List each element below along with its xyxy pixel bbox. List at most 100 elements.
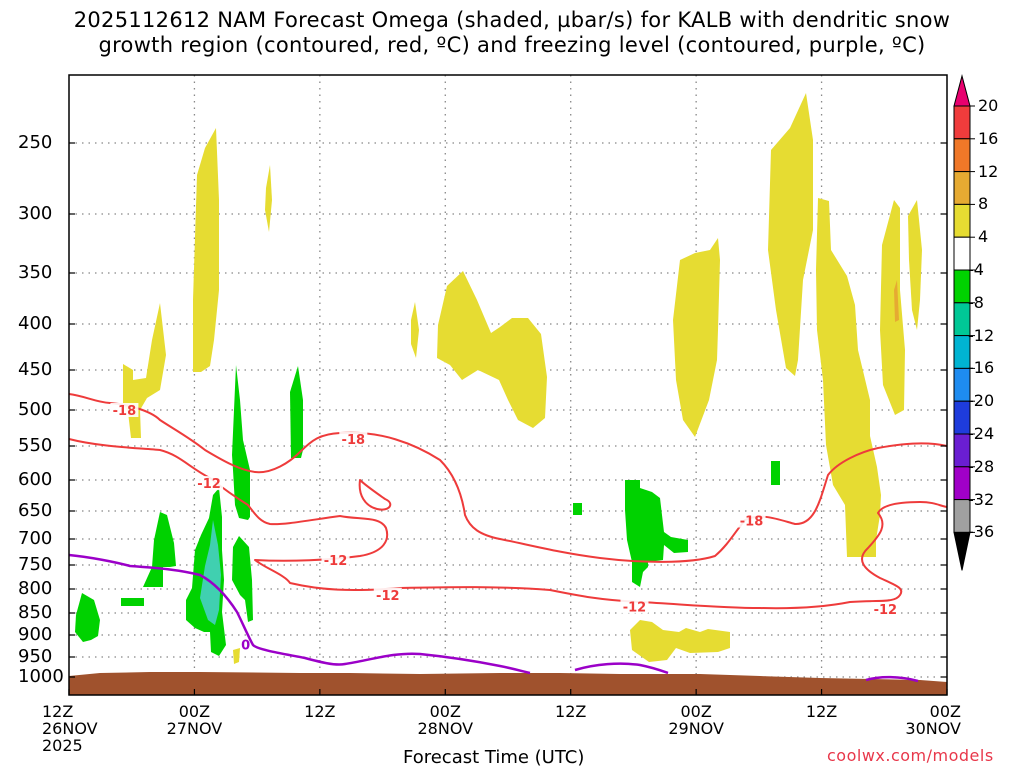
freezing-contour [574,662,669,675]
y-tick-label: 850 [18,602,53,623]
contour-label: -12 [623,600,647,615]
omega-area [630,620,730,662]
colorbar-label: -32 [968,489,995,509]
omega-area [75,593,100,642]
omega-negative-areas [75,365,780,656]
omega-area [232,536,253,622]
contour-label-bg [620,599,649,614]
x-tick-label: 12Z [805,702,838,721]
colorbar-label: -16 [968,358,995,378]
x-tick-label: 12Z 26NOV 2025 [42,702,98,755]
x-tick-label: 12Z [304,702,336,721]
freezing-contours [68,553,919,683]
contour-label: -12 [197,477,221,492]
contour-label-bg [871,602,900,617]
colorbar-label: -20 [968,391,995,411]
x-tick-label: 00Z 29NOV [668,702,724,738]
contour-label-bg [321,552,350,567]
omega-area [894,280,899,322]
x-ticks [68,689,948,695]
x-tick-label: 00Z 30NOV [905,702,961,738]
y-tick-label: 600 [18,469,53,490]
freezing-contour [865,675,919,683]
y-tick-label: 750 [18,554,53,575]
y-ticks [69,142,947,678]
terrain [69,672,947,695]
colorbar-segment [953,171,971,205]
y-tick-label: 800 [18,578,53,599]
colorbar-label: -12 [968,325,995,345]
y-tick-label: 400 [18,313,53,334]
dgz-contours [68,393,948,610]
colorbar-label: 12 [978,161,999,181]
dgz-contour [358,479,392,511]
colorbar-label: 4 [978,227,989,247]
colorbar-label: -8 [968,292,984,312]
y-tick-label: 1000 [18,666,64,687]
colorbar-label: -4 [968,260,984,279]
chart-title-line2: growth region (contoured, red, ºC) and f… [98,33,926,57]
contour-labels: -18 -18 -12 -12 -12 -12 -18 -12 0 [110,403,900,654]
y-tick-label: 700 [18,528,53,549]
omega-area [200,520,221,625]
y-tick-label: 650 [18,500,53,521]
credit-text: coolwx.com/models [827,746,994,765]
omega-area [768,93,813,376]
y-tick-label: 950 [18,646,53,667]
colorbar [953,74,975,571]
contour-label: -18 [740,515,764,530]
contour-label: 0 [241,639,250,654]
omega-area [290,366,303,458]
chart-title-line1: 2025112612 NAM Forecast Omega (shaded, µ… [73,8,951,32]
contour-label: -12 [324,554,348,569]
omega-area [411,302,419,358]
contour-label-bg [339,431,368,446]
y-tick-label: 250 [18,132,53,153]
x-tick-label: 12Z [555,702,587,721]
omega-area [816,198,881,557]
colorbar-label: -36 [968,522,995,542]
omega-area [193,128,219,372]
omega-area [121,598,144,606]
colorbar-label: 20 [978,96,999,115]
colorbar-label: 16 [978,128,999,148]
contour-label-bg [373,587,402,602]
colorbar-segment [953,105,971,140]
colorbar-segment [953,531,971,571]
dgz-contour [68,393,948,563]
omega-area [437,271,547,428]
contour-label: -12 [376,589,400,604]
omega-area [880,200,905,415]
omega-area [625,480,688,587]
contour-label: -12 [874,603,898,618]
colorbar-segment [953,203,971,238]
omega-positive-areas [123,93,922,664]
omega-area [908,200,922,330]
omega-area [573,503,582,515]
omega-area [265,165,272,232]
omega-area [232,365,250,520]
y-tick-label: 550 [18,435,53,456]
colorbar-segment [953,74,971,107]
colorbar-segment [953,138,971,173]
y-tick-label: 500 [18,399,53,420]
colorbar-label: 8 [978,194,989,214]
y-tick-label: 350 [18,262,53,283]
plot-frame [68,74,948,696]
colorbar-label: -24 [968,424,995,443]
omega-area [771,461,780,485]
contour-label-bg [195,476,224,491]
dgz-contour [68,438,948,610]
freezing-contour [68,553,531,675]
contour-label-bg [737,513,766,528]
y-tick-label: 450 [18,359,53,380]
omega-area [673,238,720,437]
contour-label: -18 [113,404,137,419]
contour-label: -18 [342,433,366,448]
y-tick-label: 900 [18,624,53,645]
omega-area [233,648,240,664]
x-tick-label: 00Z 27NOV [166,702,223,738]
x-tick-label: 00Z 28NOV [417,702,474,738]
y-tick-label: 300 [18,203,53,224]
